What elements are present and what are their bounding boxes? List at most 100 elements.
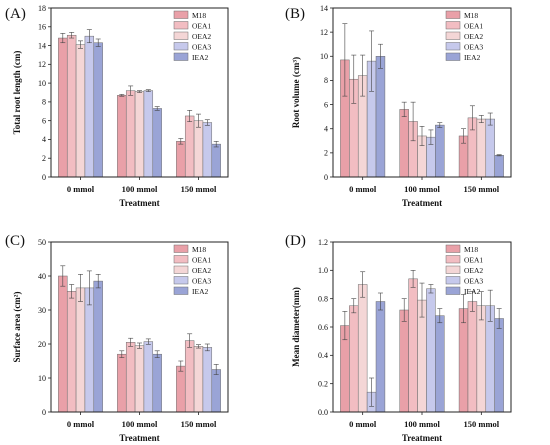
y-tick-label-5: 40 [38, 272, 46, 281]
legend-label-oea1: OEA1 [464, 255, 483, 264]
y-tick-label-6: 1.0 [318, 266, 328, 275]
legend-label-oea2: OEA2 [192, 32, 211, 41]
legend-swatch-m18 [445, 244, 461, 253]
y-tick-label-10: 18 [38, 4, 46, 13]
y-tick-label-3: 4 [324, 125, 328, 134]
bar-iea2-2 [152, 353, 162, 413]
y-tick-label-2: 10 [38, 374, 46, 383]
y-tick-label-2: 2 [42, 154, 46, 163]
bar-oea3-2 [143, 341, 154, 413]
y-tick-label-3: 0.4 [318, 351, 328, 360]
y-tick-label-5: 0.8 [318, 294, 328, 303]
y-tick-label-6: 10 [320, 52, 328, 61]
bar-oea1-1 [66, 34, 77, 178]
bar-iea2-2 [435, 124, 445, 178]
bar-m18-3 [458, 308, 469, 413]
y-tick-label-7: 1.2 [318, 238, 328, 247]
bar-iea2-3 [211, 369, 221, 413]
legend-swatch-oea1 [173, 255, 189, 264]
bar-oea1-1 [349, 305, 359, 413]
y-tick-label-3: 4 [42, 135, 46, 144]
bar-oea2-1 [357, 284, 368, 413]
bar-oea3-3 [202, 347, 213, 413]
panel-label: (B) [285, 6, 305, 22]
bar-m18-3 [176, 365, 186, 413]
legend-label-oea1: OEA1 [192, 21, 211, 30]
legend-swatch-oea2 [445, 31, 461, 40]
x-tick-label-2: 100 mmol [122, 419, 158, 429]
legend-label-m18: M18 [464, 11, 478, 20]
legend-label-oea3: OEA3 [464, 276, 483, 285]
bar-oea2-3 [193, 346, 204, 413]
y-tick-label-7: 12 [38, 60, 46, 69]
x-axis-title: Treatment [402, 433, 442, 443]
legend-label-iea2: IEA2 [192, 53, 208, 62]
x-tick-label-2: 100 mmol [404, 184, 440, 194]
bar-oea1-2 [125, 342, 136, 413]
bar-oea2-2 [134, 345, 145, 413]
legend-label-oea1: OEA1 [464, 21, 483, 30]
x-axis-title: Treatment [119, 198, 159, 208]
chart-panel-1: (A) 0 mmol 100 mmol 150 mmol 0 2 4 6 8 10 12 14 16 18… [5, 4, 229, 208]
bar-m18-2 [399, 309, 409, 413]
bar-iea2-3 [211, 143, 221, 178]
bar-oea2-1 [75, 287, 86, 413]
bar-oea2-3 [193, 120, 204, 178]
x-tick-label-1: 0 mmol [67, 184, 95, 194]
plot-frame [50, 241, 229, 413]
bar-iea2-1 [375, 301, 386, 413]
legend-label-oea2: OEA2 [464, 32, 483, 41]
legend-label-oea2: OEA2 [464, 266, 483, 275]
legend-swatch-m18 [173, 244, 189, 253]
legend-swatch-oea3 [445, 276, 461, 285]
x-tick-label-3: 150 mmol [181, 419, 217, 429]
y-tick-label-1: 0.0 [318, 408, 328, 417]
y-tick-label-2: 2 [324, 149, 328, 158]
bar-iea2-3 [494, 155, 504, 178]
legend-swatch-oea3 [173, 42, 189, 51]
bar-iea2-2 [435, 315, 445, 413]
x-tick-label-1: 0 mmol [349, 419, 377, 429]
y-tick-label-5: 8 [324, 76, 328, 85]
legend-label-m18: M18 [192, 245, 206, 254]
bar-iea2-1 [375, 56, 386, 178]
y-tick-label-1: 0 [324, 173, 328, 182]
y-tick-label-8: 14 [320, 4, 328, 13]
legend-swatch-m18 [173, 10, 189, 19]
x-tick-label-2: 100 mmol [122, 184, 158, 194]
y-tick-label-6: 10 [38, 79, 46, 88]
bar-oea3-2 [143, 90, 154, 178]
legend-label-oea2: OEA2 [192, 266, 211, 275]
bar-oea1-1 [66, 291, 77, 413]
x-axis-title: Treatment [119, 433, 159, 443]
bar-iea2-1 [93, 42, 103, 178]
bar-oea1-2 [125, 90, 136, 178]
bar-iea2-1 [93, 280, 103, 413]
legend-swatch-iea2 [445, 286, 461, 295]
x-tick-label-3: 150 mmol [464, 184, 500, 194]
legend-swatch-oea1 [173, 21, 189, 30]
bar-oea3-1 [84, 287, 95, 413]
legend-swatch-oea3 [445, 42, 461, 51]
legend-swatch-iea2 [173, 286, 189, 295]
legend-swatch-oea1 [445, 21, 461, 30]
x-tick-label-3: 150 mmol [181, 184, 217, 194]
bar-m18-2 [117, 95, 127, 178]
bar-oea2-1 [75, 44, 86, 178]
bar-oea2-2 [134, 91, 145, 178]
chart-panel-4: (D) 0 mmol 100 mmol 150 mmol 0.0 0.2 0.4 0.6 0.8… [285, 233, 512, 443]
bar-oea2-3 [476, 305, 487, 413]
y-axis-title: Surface area (cm²) [12, 291, 22, 362]
bar-m18-2 [399, 109, 409, 178]
bar-oea1-3 [467, 301, 478, 413]
y-axis-title: Root volume (cm³) [291, 57, 301, 128]
bar-oea3-1 [84, 35, 95, 178]
y-tick-label-2: 0.2 [318, 379, 328, 388]
legend-swatch-oea2 [445, 265, 461, 274]
y-tick-label-3: 20 [38, 340, 46, 349]
legend-label-iea2: IEA2 [464, 53, 480, 62]
bar-m18-1 [58, 275, 68, 413]
